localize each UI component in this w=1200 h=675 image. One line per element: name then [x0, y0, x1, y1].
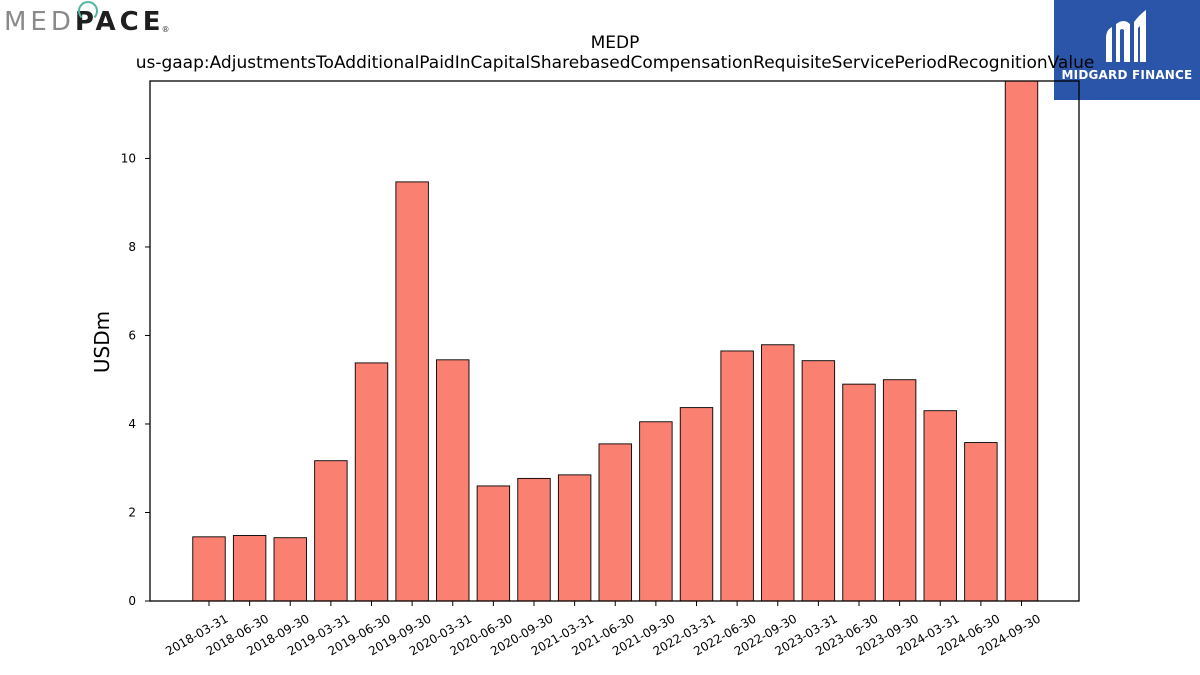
- x-ticks-group: 2018-03-312018-06-302018-09-302019-03-31…: [163, 601, 1043, 658]
- bars-group: [192, 80, 1039, 602]
- bar-2022-06-30: [720, 350, 754, 602]
- bar-2022-03-31: [679, 407, 714, 602]
- medpace-logo-dark-text: PACE: [75, 1, 165, 37]
- bar-2023-09-30: [882, 379, 917, 602]
- medpace-logo-light-text: MED: [4, 7, 75, 37]
- midgard-finance-logo: MIDGARD FINANCE: [1054, 0, 1200, 100]
- medpace-ring-icon: [77, 1, 98, 21]
- bar-2023-06-30: [842, 383, 876, 602]
- medpace-registered-mark: ®: [161, 25, 170, 34]
- bar-2020-03-31: [436, 359, 470, 602]
- bar-2019-06-30: [354, 362, 389, 602]
- y-tick-label: 8: [128, 240, 136, 254]
- chart-title: MEDP: [591, 33, 640, 53]
- y-tick-label: 4: [128, 417, 136, 431]
- chart-subtitle: us-gaap:AdjustmentsToAdditionalPaidInCap…: [136, 53, 1095, 73]
- y-tick-label: 0: [128, 594, 136, 608]
- bar-2021-09-30: [639, 421, 673, 602]
- y-tick-label: 6: [128, 328, 136, 342]
- y-tick-label: 10: [121, 151, 136, 165]
- plot-frame: [149, 80, 1080, 602]
- bar-2019-03-31: [314, 460, 348, 602]
- bar-2020-06-30: [476, 485, 511, 602]
- bar-2024-03-31: [923, 410, 957, 602]
- medpace-logo: MED PACE ®: [4, 1, 170, 40]
- bar-2020-09-30: [517, 477, 551, 602]
- bar-2024-06-30: [964, 442, 998, 602]
- y-axis-label: USDm: [90, 311, 114, 373]
- bar-2018-03-31: [192, 536, 226, 602]
- bar-2023-03-31: [801, 360, 836, 602]
- midgard-logo-text: MIDGARD FINANCE: [1061, 68, 1193, 82]
- bar-2019-09-30: [395, 181, 429, 602]
- midgard-emblem-icon: [1106, 10, 1146, 62]
- bar-2021-03-31: [557, 474, 592, 602]
- y-ticks-group: 0 2 4 6 8 10: [121, 151, 150, 608]
- bar-2018-09-30: [273, 537, 307, 602]
- bar-2024-09-30: [1004, 80, 1039, 602]
- bar-2022-09-30: [761, 344, 795, 602]
- bar-2018-06-30: [232, 535, 267, 602]
- bar-2021-06-30: [598, 443, 632, 602]
- y-tick-label: 2: [128, 505, 136, 519]
